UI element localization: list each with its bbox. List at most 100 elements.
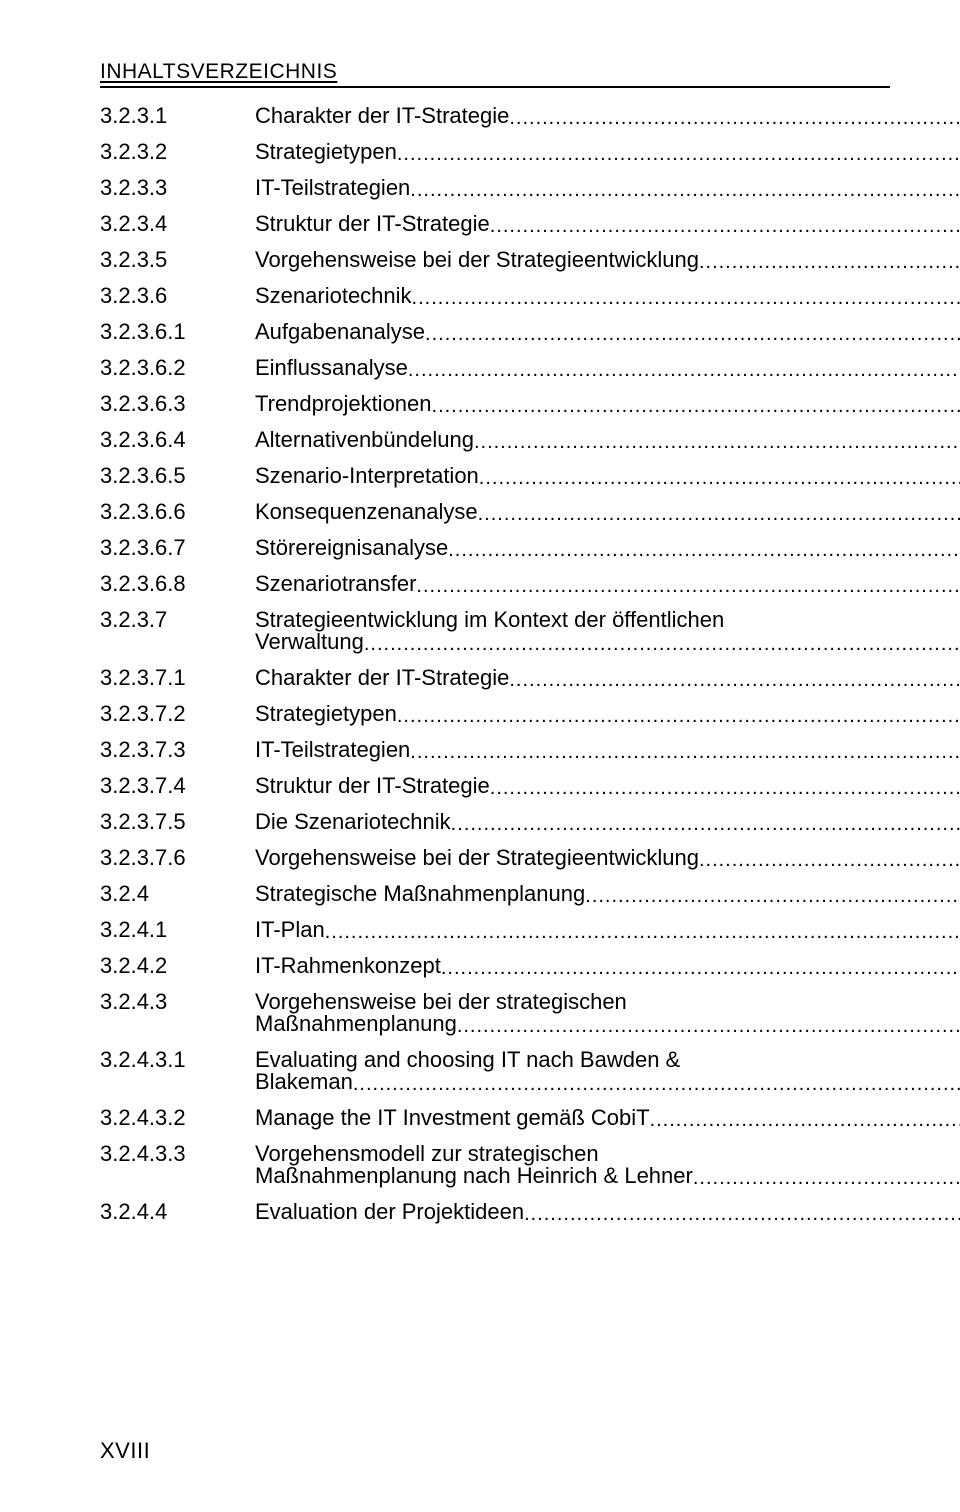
dot-leader: ........................................… (509, 670, 960, 690)
toc-section-number: 3.2.4.3.2 (100, 1107, 255, 1129)
dot-leader: ........................................… (699, 850, 960, 870)
toc-line: Szenariotechnik.........................… (255, 285, 960, 307)
toc-section-number: 3.2.3.6 (100, 285, 255, 307)
toc-title: Störereignisanalyse (255, 537, 448, 559)
toc-title: Vorgehensweise bei der Strategieentwickl… (255, 249, 699, 271)
dot-leader: ........................................… (585, 886, 960, 906)
toc-line: Trendprojektionen.......................… (255, 393, 960, 415)
toc-entry-body: Einflussanalyse.........................… (255, 357, 960, 379)
toc-line: IT-Rahmenkonzept........................… (255, 955, 960, 977)
toc-title: Vorgehensweise bei der Strategieentwickl… (255, 847, 699, 869)
toc-title: IT-Teilstrategien (255, 177, 410, 199)
toc-entry-body: IT-Rahmenkonzept........................… (255, 955, 960, 977)
dot-leader: ........................................… (432, 396, 960, 416)
toc-title: Maßnahmenplanung (255, 1013, 457, 1035)
dot-leader: ........................................… (478, 504, 960, 524)
dot-leader: ........................................… (325, 922, 960, 942)
toc-row: 3.2.4Strategische Maßnahmenplanung......… (100, 876, 890, 912)
toc-row: 3.2.4.3Vorgehensweise bei der strategisc… (100, 984, 890, 1042)
dot-leader: ........................................… (699, 252, 960, 272)
toc-entry-body: Manage the IT Investment gemäß CobiT....… (255, 1107, 960, 1129)
toc-line: Maßnahmenplanung........................… (255, 1013, 960, 1035)
toc-row: 3.2.3.6.7Störereignisanalyse............… (100, 530, 890, 566)
toc-line: Vorgehensweise bei der strategischen (255, 991, 960, 1013)
toc-entry-body: Evaluation der Projektideen.............… (255, 1201, 960, 1223)
toc-title: Verwaltung (255, 631, 364, 653)
toc-line: Strategische Maßnahmenplanung...........… (255, 883, 960, 905)
toc-title: Vorgehensmodell zur strategischen (255, 1143, 599, 1165)
toc-line: Konsequenzenanalyse.....................… (255, 501, 960, 523)
toc-row: 3.2.3.1Charakter der IT-Strategie.......… (100, 98, 890, 134)
toc-row: 3.2.3.6.1Aufgabenanalyse................… (100, 314, 890, 350)
toc-entry-body: IT-Plan.................................… (255, 919, 960, 941)
toc-entry-body: IT-Teilstrategien.......................… (255, 177, 960, 199)
dot-leader: ........................................… (457, 1016, 960, 1036)
toc-title: Maßnahmenplanung nach Heinrich & Lehner (255, 1165, 693, 1187)
toc-row: 3.2.4.3.2Manage the IT Investment gemäß … (100, 1100, 890, 1136)
toc-title: Struktur der IT-Strategie (255, 213, 490, 235)
toc-line: Szenariotransfer........................… (255, 573, 960, 595)
toc-line: Strategietypen..........................… (255, 141, 960, 163)
toc-line: Verwaltung..............................… (255, 631, 960, 653)
dot-leader: ........................................… (490, 778, 960, 798)
toc-title: Charakter der IT-Strategie (255, 667, 509, 689)
dot-leader: ........................................… (353, 1074, 960, 1094)
dot-leader: ........................................… (397, 144, 960, 164)
toc-row: 3.2.4.1IT-Plan..........................… (100, 912, 890, 948)
toc-line: Vorgehensweise bei der Strategieentwickl… (255, 847, 960, 869)
toc-line: Strategietypen..........................… (255, 703, 960, 725)
toc-entry-body: Szenariotransfer........................… (255, 573, 960, 595)
dot-leader: ........................................… (448, 540, 960, 560)
toc-section-number: 3.2.3.5 (100, 249, 255, 271)
dot-leader: ........................................… (451, 814, 960, 834)
dot-leader: ........................................… (490, 216, 960, 236)
toc-row: 3.2.3.7.5Die Szenariotechnik............… (100, 804, 890, 840)
toc-line: Aufgabenanalyse.........................… (255, 321, 960, 343)
dot-leader: ........................................… (650, 1110, 960, 1130)
toc-entry-body: Strategietypen..........................… (255, 141, 960, 163)
toc-row: 3.2.3.6.5Szenario-Interpretation........… (100, 458, 890, 494)
dot-leader: ........................................… (397, 706, 960, 726)
toc-section-number: 3.2.3.1 (100, 105, 255, 127)
toc-line: Maßnahmenplanung nach Heinrich & Lehner.… (255, 1165, 960, 1187)
toc-section-number: 3.2.3.7.2 (100, 703, 255, 725)
toc-entry-body: Vorgehensweise bei der strategischenMaßn… (255, 991, 960, 1035)
toc-section-number: 3.2.3.6.5 (100, 465, 255, 487)
toc-row: 3.2.3.7.1Charakter der IT-Strategie.....… (100, 660, 890, 696)
dot-leader: ........................................… (410, 742, 960, 762)
toc-title: Charakter der IT-Strategie (255, 105, 509, 127)
toc-entry-body: Konsequenzenanalyse.....................… (255, 501, 960, 523)
toc-section-number: 3.2.3.7.3 (100, 739, 255, 761)
toc-line: Charakter der IT-Strategie..............… (255, 105, 960, 127)
toc-title: Strategische Maßnahmenplanung (255, 883, 585, 905)
toc-entry-body: Szenariotechnik.........................… (255, 285, 960, 307)
header-title: INHALTSVERZEICHNIS (100, 60, 337, 83)
toc-title: Szenario-Interpretation (255, 465, 479, 487)
toc-entry-body: Die Szenariotechnik.....................… (255, 811, 960, 833)
toc-title: Einflussanalyse (255, 357, 408, 379)
toc-section-number: 3.2.4.4 (100, 1201, 255, 1223)
toc-row: 3.2.3.6.4Alternativenbündelung..........… (100, 422, 890, 458)
dot-leader: ........................................… (416, 576, 960, 596)
toc-section-number: 3.2.3.4 (100, 213, 255, 235)
toc-section-number: 3.2.3.6.4 (100, 429, 255, 451)
toc-entry-body: Struktur der IT-Strategie...............… (255, 213, 960, 235)
toc-row: 3.2.3.6Szenariotechnik..................… (100, 278, 890, 314)
toc-title: Alternativenbündelung (255, 429, 474, 451)
toc-line: Manage the IT Investment gemäß CobiT....… (255, 1107, 960, 1129)
toc-row: 3.2.3.7.2Strategietypen.................… (100, 696, 890, 732)
toc-line: Evaluation der Projektideen.............… (255, 1201, 960, 1223)
page: INHALTSVERZEICHNIS 3.2.3.1Charakter der … (0, 0, 960, 1512)
toc-row: 3.2.3.5Vorgehensweise bei der Strategiee… (100, 242, 890, 278)
toc-line: Strategieentwicklung im Kontext der öffe… (255, 609, 960, 631)
toc-line: Störereignisanalyse.....................… (255, 537, 960, 559)
toc-title: Trendprojektionen (255, 393, 432, 415)
toc-row: 3.2.3.7.4Struktur der IT-Strategie......… (100, 768, 890, 804)
toc-title: Evaluating and choosing IT nach Bawden & (255, 1049, 680, 1071)
toc-row: 3.2.4.3.3Vorgehensmodell zur strategisch… (100, 1136, 890, 1194)
toc-line: Vorgehensweise bei der Strategieentwickl… (255, 249, 960, 271)
toc-entry-body: Strategietypen..........................… (255, 703, 960, 725)
toc-section-number: 3.2.3.6.3 (100, 393, 255, 415)
toc-entry-body: Strategische Maßnahmenplanung...........… (255, 883, 960, 905)
toc-title: Manage the IT Investment gemäß CobiT (255, 1107, 650, 1129)
